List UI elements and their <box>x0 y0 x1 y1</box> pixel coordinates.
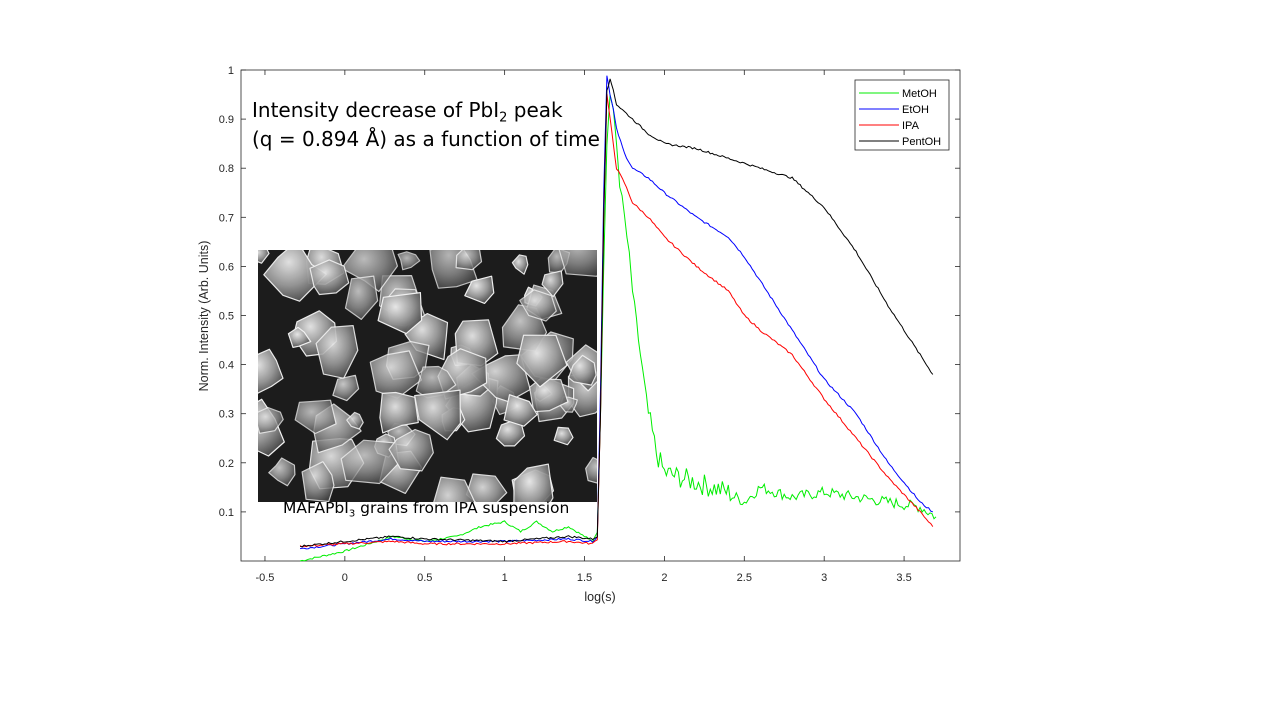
legend-box <box>854 79 950 151</box>
series-line-etoh <box>300 75 933 550</box>
series-line-pentoh <box>299 78 934 548</box>
annotation-line-1: Intensity decrease of PbI2 peak <box>252 98 563 126</box>
x-tick-label: 2 <box>661 572 667 584</box>
y-tick-label: 0.5 <box>219 311 234 323</box>
x-tick-label: 1 <box>502 572 508 584</box>
legend-label-pentoh: PentOH <box>902 136 941 148</box>
sem-micrograph-image <box>258 250 597 502</box>
y-tick-label: 0.1 <box>219 507 234 519</box>
y-tick-label: 0.8 <box>219 163 234 175</box>
x-tick-label: 0 <box>342 572 348 584</box>
x-tick-label: 1.5 <box>577 572 592 584</box>
y-tick-label: 0.4 <box>219 360 234 372</box>
sem-grains-illustration <box>258 250 597 502</box>
y-tick-label: 0.7 <box>219 212 234 224</box>
legend: MetOH EtOH IPA PentOH <box>854 79 950 151</box>
y-axis-label: Norm. Intensity (Arb. Units) <box>197 241 211 392</box>
legend-label-ipa: IPA <box>902 120 920 132</box>
y-tick-label: 0.2 <box>219 458 234 470</box>
data-series <box>299 75 937 562</box>
x-tick-label: -0.5 <box>255 572 274 584</box>
annotation-line-2: (q = 0.894 Å) as a function of time <box>252 127 600 151</box>
y-tick-label: 0.6 <box>219 261 234 273</box>
axis-ticks: -0.5 0 0.5 1 1.5 2 2.5 3 3.5 0.1 0.2 0.3 0.4 0.5 0.6 0.… <box>219 65 960 584</box>
y-tick-label: 0.3 <box>219 409 234 421</box>
plot-annotation-title: Intensity decrease of PbI2 peak (q = 0.8… <box>252 96 600 154</box>
series-line-ipa <box>299 94 934 548</box>
legend-label-etoh: EtOH <box>902 104 929 116</box>
x-tick-label: 0.5 <box>417 572 432 584</box>
image-caption: MAFAPbI3 grains from IPA suspension <box>283 499 570 520</box>
x-tick-label: 2.5 <box>737 572 752 584</box>
y-tick-label: 0.9 <box>219 114 234 126</box>
x-tick-label: 3 <box>821 572 827 584</box>
x-tick-label: 3.5 <box>896 572 911 584</box>
legend-label-metoh: MetOH <box>902 88 937 100</box>
y-tick-label: 1 <box>228 65 234 77</box>
series-line-metoh <box>299 94 937 562</box>
x-axis-label: log(s) <box>584 590 615 604</box>
